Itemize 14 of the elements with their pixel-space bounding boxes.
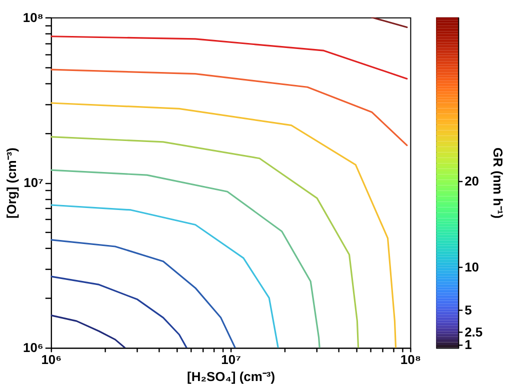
y-tick-label: 10⁶ — [23, 340, 44, 356]
x-tick-label: 10⁷ — [221, 352, 241, 368]
y-axis-title: [Org] (cm⁻³) — [4, 148, 19, 219]
color-bar-label: 2.5 — [464, 324, 483, 340]
color-bar-label: 10 — [464, 260, 480, 275]
color-bar-label: 1 — [464, 337, 472, 352]
y-tick-label: 10⁸ — [22, 10, 44, 25]
x-axis-title: [H₂SO₄] (cm⁻³) — [187, 369, 276, 384]
color-bar-label: 20 — [464, 174, 480, 189]
x-tick-label: 10⁸ — [400, 352, 421, 368]
x-tick-label: 10⁶ — [41, 352, 62, 368]
y-tick-label: 10⁷ — [24, 175, 44, 190]
color-bar-title: GR (nm h⁻¹) — [490, 148, 506, 219]
color-bar-label: 5 — [464, 302, 472, 318]
